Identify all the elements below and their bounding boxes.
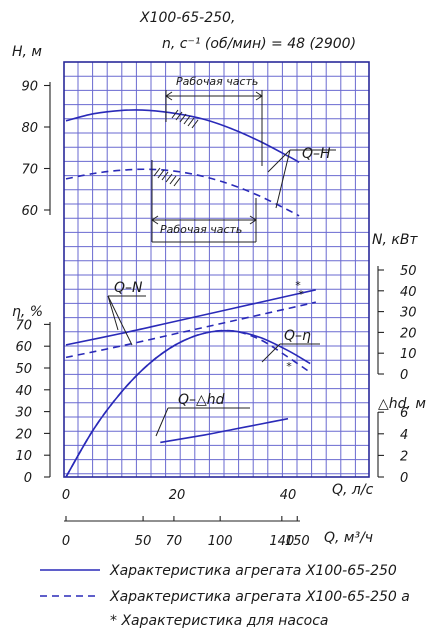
plot-frame (63, 61, 370, 478)
series (65, 109, 316, 478)
eta-tick-label: 50 (15, 362, 32, 377)
qh-leader-1 (267, 149, 291, 173)
series-line-QHa (65, 168, 300, 217)
dhd-tick-label: 0 (400, 471, 408, 486)
q-m3h-tick-label: 50 (135, 534, 152, 549)
eta-tick-label: 40 (15, 384, 32, 399)
n-tick-label: 10 (400, 347, 417, 362)
dhd-axis-label: △hd, м (378, 396, 426, 412)
work-zone-hatch (179, 113, 187, 123)
qh-leader-2 (275, 149, 291, 209)
dhd-tick-label: 2 (400, 449, 408, 464)
work-zone-hatch (187, 117, 195, 127)
n-tick-label: 40 (400, 285, 417, 300)
work-zone-hatch (171, 109, 179, 119)
work-zone-a-hatch (169, 175, 177, 185)
n-tick-label: 30 (400, 306, 417, 321)
pump-marker-qeta: * (286, 360, 292, 373)
annotations: *** (107, 90, 336, 437)
eta-tick-label: 0 (24, 471, 32, 486)
legend-item-dash: Характеристика агрегата X100-65-250 а (109, 589, 410, 605)
chart-title: X100-65-250, (139, 10, 235, 26)
work-zone-a-hatch (153, 167, 161, 177)
h-axis-label: H, м (12, 44, 42, 60)
q-m3h-tick-label: 140 (269, 534, 294, 549)
series-line-QN (65, 289, 316, 346)
h-tick-label: 90 (21, 80, 38, 95)
h-tick-label: 70 (21, 163, 38, 178)
eta-tick-label: 60 (15, 340, 32, 355)
work-zone-hatch (191, 119, 199, 129)
q-m3h-tick-label: 150 (285, 534, 310, 549)
n-tick-label: 20 (400, 326, 417, 341)
qdhd-label: Q–△hd (178, 392, 225, 408)
work-zone-label: Рабочая часть (176, 75, 258, 88)
series-line-QH (65, 109, 300, 163)
q-m3h-tick-label: 70 (166, 534, 183, 549)
q-ls-tick-label: 20 (169, 488, 186, 503)
series-line-QNa (65, 301, 316, 359)
series-line-QEa (65, 329, 311, 478)
qn-label: Q–N (114, 280, 143, 296)
q-m3h-axis-label: Q, м³/ч (324, 530, 373, 546)
work-zone-a-hatch (157, 169, 165, 179)
qn-leader-1 (107, 295, 119, 331)
series-line-QD (160, 417, 289, 444)
qeta-label: Q–η (284, 328, 311, 344)
work-zone-a-hatch (173, 177, 181, 187)
work-zone-hatch (175, 111, 183, 121)
eta-axis-label: η, % (12, 304, 43, 320)
q-ls-tick-label: 0 (62, 488, 70, 503)
work-zone-a-label: Рабочая часть (160, 223, 242, 236)
qn-leader-2 (107, 295, 133, 346)
eta-tick-label: 70 (15, 318, 32, 333)
legend-item-pump: * Характеристика для насоса (110, 613, 329, 629)
pump-marker-qn: * (295, 279, 301, 292)
n-tick-label: 0 (400, 368, 408, 383)
h-tick-label: 60 (21, 204, 38, 219)
series-line-QE (65, 329, 311, 478)
q-m3h-tick-label: 0 (62, 534, 70, 549)
q-ls-tick-label: 40 (280, 488, 297, 503)
legend-item-solid: Характеристика агрегата X100-65-250 (109, 563, 397, 579)
legend: Характеристика агрегата X100-65-250 Хара… (40, 563, 410, 629)
work-zone-a-hatch (161, 171, 169, 181)
work-zone-hatch (183, 115, 191, 125)
chart-subtitle: n, с⁻¹ (об/мин) = 48 (2900) (162, 36, 356, 52)
q-m3h-tick-label: 100 (208, 534, 233, 549)
eta-tick-label: 20 (15, 427, 32, 442)
n-tick-label: 50 (400, 264, 417, 279)
grid (64, 62, 369, 477)
h-tick-label: 80 (21, 121, 38, 136)
pump-marker-qn-a: * (298, 288, 304, 301)
dhd-tick-label: 4 (400, 428, 408, 443)
qh-label: Q–H (302, 146, 331, 162)
n-axis-label: N, кВт (372, 232, 418, 248)
dhd-tick-label: 6 (400, 406, 408, 421)
eta-tick-label: 10 (15, 449, 32, 464)
q-ls-axis-label: Q, л/с (332, 482, 374, 498)
work-zone-a-hatch (165, 173, 173, 183)
qdhd-leader (155, 407, 169, 437)
eta-tick-label: 30 (15, 406, 32, 421)
qeta-leader (261, 343, 281, 363)
